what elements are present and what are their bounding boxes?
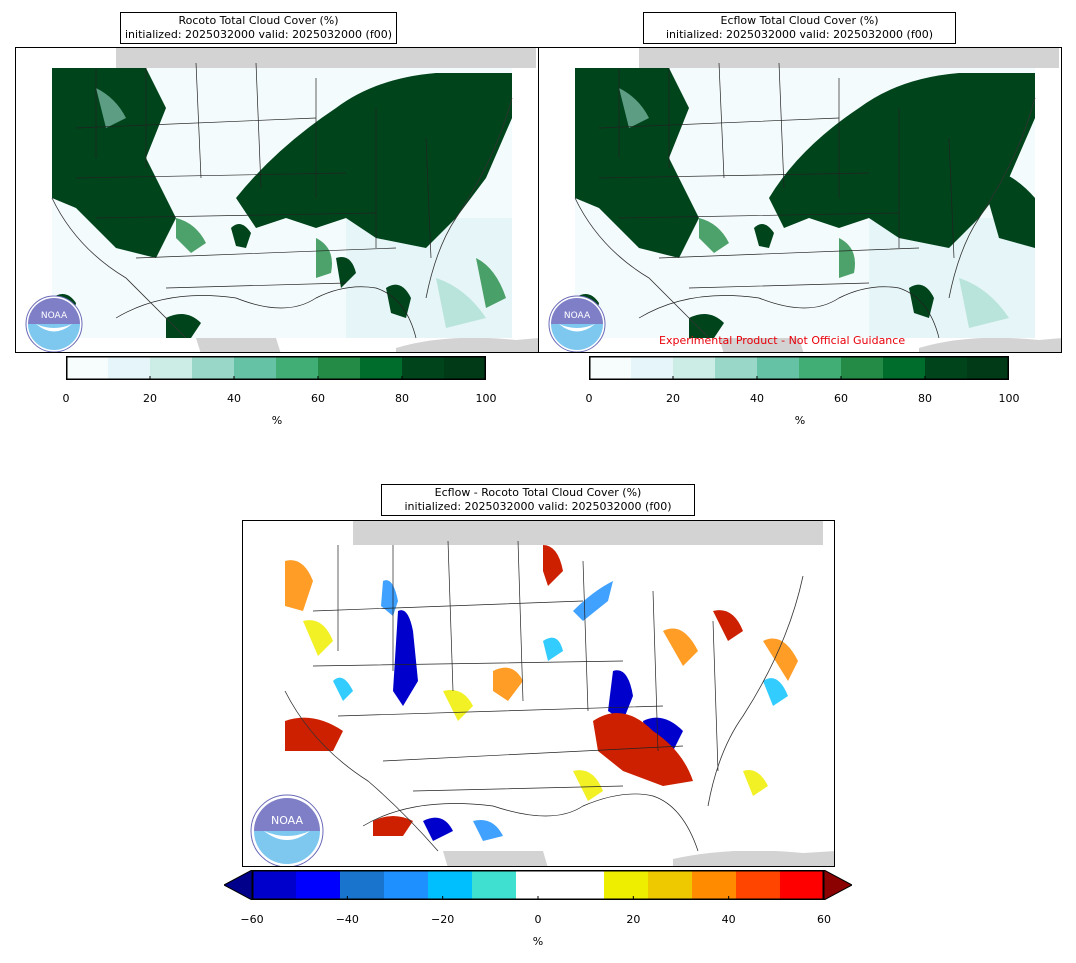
colorbar-segment bbox=[799, 356, 842, 380]
colorbar-tick-label: 60 bbox=[311, 392, 325, 405]
panel1-colorbar-unit: % bbox=[271, 414, 283, 427]
colorbar-tick-label: 80 bbox=[918, 392, 932, 405]
colorbar-segment bbox=[150, 356, 193, 380]
colorbar-segment bbox=[252, 870, 297, 900]
colorbar-tick-label: −60 bbox=[240, 913, 264, 926]
panel1-map-svg: NOAA bbox=[16, 48, 538, 352]
colorbar-tick-label: 40 bbox=[750, 392, 764, 405]
colorbar-segment bbox=[841, 356, 884, 380]
panel1-title: Rocoto Total Cloud Cover (%) initialized… bbox=[120, 12, 397, 44]
colorbar-segment bbox=[925, 356, 968, 380]
colorbar-extend-high bbox=[823, 869, 854, 901]
colorbar-segment bbox=[560, 870, 605, 900]
colorbar-tick-label: 40 bbox=[721, 913, 736, 926]
panel3-colorbar-unit: % bbox=[532, 935, 544, 948]
colorbar-segment bbox=[692, 870, 737, 900]
colorbar-tick-label: 20 bbox=[666, 392, 680, 405]
colorbar-segment bbox=[736, 870, 781, 900]
colorbar-tick-label: −20 bbox=[431, 913, 455, 926]
colorbar-segment bbox=[276, 356, 319, 380]
colorbar-tick-label: 20 bbox=[143, 392, 157, 405]
colorbar-segment bbox=[192, 356, 235, 380]
panel2-title-line2: initialized: 2025032000 valid: 202503200… bbox=[666, 28, 933, 41]
colorbar-segment bbox=[757, 356, 800, 380]
noaa-logo-text: NOAA bbox=[41, 311, 68, 321]
panel2-title-line1: Ecflow Total Cloud Cover (%) bbox=[720, 14, 879, 27]
panel1-colorbar-svg bbox=[65, 356, 487, 380]
panel3-title-line1: Ecflow - Rocoto Total Cloud Cover (%) bbox=[434, 486, 642, 499]
colorbar-tick-label: −40 bbox=[335, 913, 359, 926]
colorbar-tick-label: 20 bbox=[626, 913, 641, 926]
colorbar-segment bbox=[402, 356, 445, 380]
colorbar-segment bbox=[296, 870, 341, 900]
colorbar-segment bbox=[428, 870, 473, 900]
panel3-colorbar bbox=[222, 869, 854, 901]
panel1-title-line1: Rocoto Total Cloud Cover (%) bbox=[178, 14, 339, 27]
colorbar-segment bbox=[604, 870, 649, 900]
colorbar-segment bbox=[883, 356, 926, 380]
colorbar-tick-label: 60 bbox=[817, 913, 831, 926]
colorbar-segment bbox=[340, 870, 385, 900]
colorbar-extend-low bbox=[222, 869, 253, 901]
panel1-map: NOAA bbox=[15, 47, 539, 353]
panel2-title: Ecflow Total Cloud Cover (%) initialized… bbox=[643, 12, 956, 44]
colorbar-outline bbox=[589, 356, 1009, 380]
colorbar-tick-label: 0 bbox=[534, 913, 542, 926]
colorbar-segment bbox=[234, 356, 277, 380]
colorbar-segment bbox=[715, 356, 758, 380]
colorbar-segment bbox=[780, 870, 825, 900]
colorbar-segment bbox=[589, 356, 632, 380]
colorbar-tick-label: 100 bbox=[475, 392, 497, 405]
colorbar-segment bbox=[673, 356, 716, 380]
colorbar-segment bbox=[631, 356, 674, 380]
experimental-note: Experimental Product - Not Official Guid… bbox=[659, 334, 906, 347]
colorbar-segment bbox=[360, 356, 403, 380]
noaa-logo-text: NOAA bbox=[564, 311, 591, 321]
colorbar-segment bbox=[318, 356, 361, 380]
colorbar-segment bbox=[648, 870, 693, 900]
panel3-title: Ecflow - Rocoto Total Cloud Cover (%) in… bbox=[381, 484, 695, 516]
panel1-title-line2: initialized: 2025032000 valid: 202503200… bbox=[125, 28, 392, 41]
panel1-colorbar bbox=[65, 356, 487, 380]
colorbar-segment bbox=[444, 356, 487, 380]
panel2-map-svg: NOAA bbox=[539, 48, 1061, 352]
noaa-logo: NOAA bbox=[250, 794, 324, 866]
panel2-colorbar bbox=[588, 356, 1010, 380]
colorbar-tick-label: 100 bbox=[998, 392, 1020, 405]
colorbar-segment bbox=[472, 870, 517, 900]
colorbar-outline bbox=[66, 356, 486, 380]
colorbar-tick-label: 60 bbox=[834, 392, 848, 405]
colorbar-tick-label: 0 bbox=[585, 392, 593, 405]
panel2-map: NOAA Experimental Product - Not Official… bbox=[538, 47, 1062, 353]
panel3-colorbar-svg bbox=[222, 869, 854, 901]
noaa-logo: NOAA bbox=[25, 295, 83, 352]
colorbar-tick-label: 40 bbox=[227, 392, 241, 405]
colorbar-segment bbox=[384, 870, 429, 900]
colorbar-segment bbox=[967, 356, 1010, 380]
panel2-colorbar-svg bbox=[588, 356, 1010, 380]
colorbar-tick-label: 80 bbox=[395, 392, 409, 405]
colorbar-segment bbox=[516, 870, 561, 900]
panel2-colorbar-unit: % bbox=[794, 414, 806, 427]
noaa-logo: NOAA bbox=[548, 295, 606, 352]
panel3-map: NOAA bbox=[242, 520, 835, 867]
colorbar-segment bbox=[66, 356, 109, 380]
noaa-logo-text: NOAA bbox=[271, 814, 304, 827]
panel3-map-svg: NOAA bbox=[243, 521, 834, 866]
colorbar-segment bbox=[108, 356, 151, 380]
panel3-title-line2: initialized: 2025032000 valid: 202503200… bbox=[404, 500, 672, 513]
colorbar-tick-label: 0 bbox=[62, 392, 70, 405]
